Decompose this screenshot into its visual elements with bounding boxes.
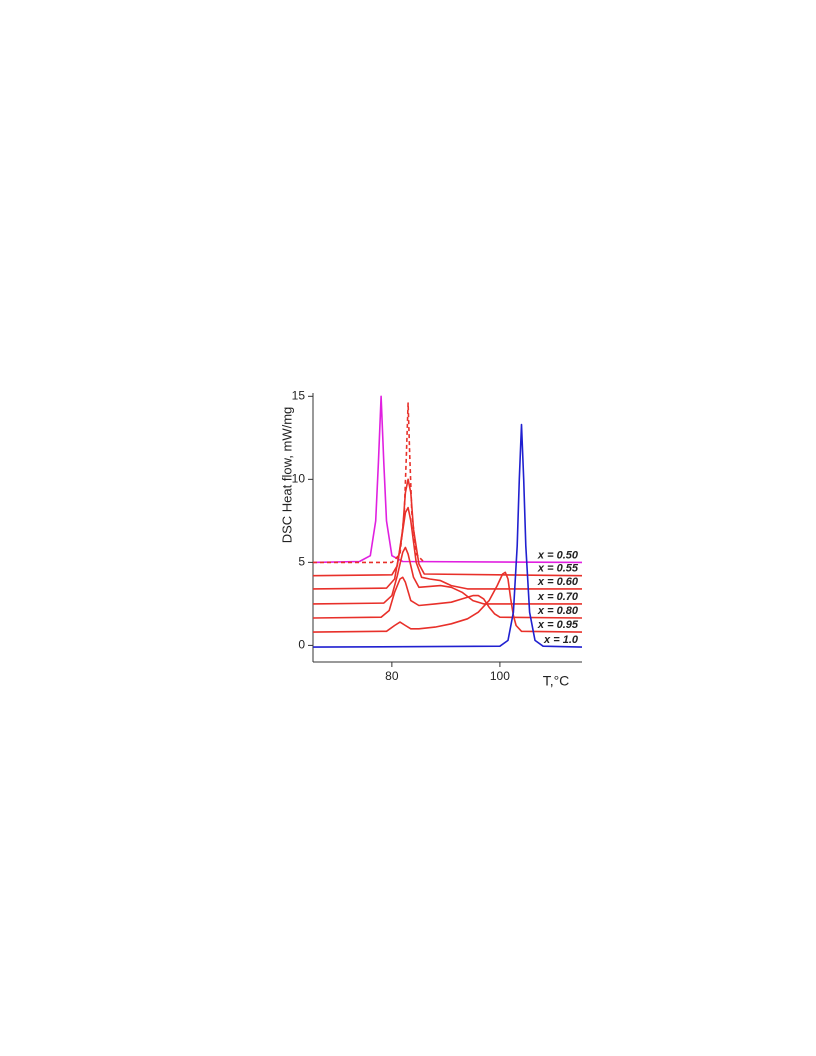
x-axis-label: T,°C [543, 673, 570, 689]
y-axis-label: DSC Heat flow, mW/mg [279, 407, 294, 544]
series-label: x = 0.50 [537, 549, 579, 561]
series-line [312, 571, 583, 633]
series-line [312, 395, 583, 564]
series-label: x = 0.70 [537, 591, 579, 603]
series-label: x = 0.55 [537, 563, 579, 575]
series-line [312, 423, 583, 648]
series-line [312, 478, 583, 577]
y-tick-label: 0 [298, 638, 305, 652]
series-label: x = 1.0 [543, 634, 579, 646]
y-tick-label: 5 [298, 555, 305, 569]
series-label: x = 0.60 [537, 576, 579, 588]
x-tick-label: 80 [385, 669, 399, 683]
y-tick-label: 15 [292, 388, 306, 402]
series-line [312, 506, 582, 590]
series-line [312, 576, 583, 619]
series-label: x = 0.95 [537, 619, 579, 631]
x-tick-label: 100 [490, 669, 510, 683]
series-label: x = 0.80 [537, 605, 579, 617]
y-tick-label: 10 [292, 472, 306, 486]
